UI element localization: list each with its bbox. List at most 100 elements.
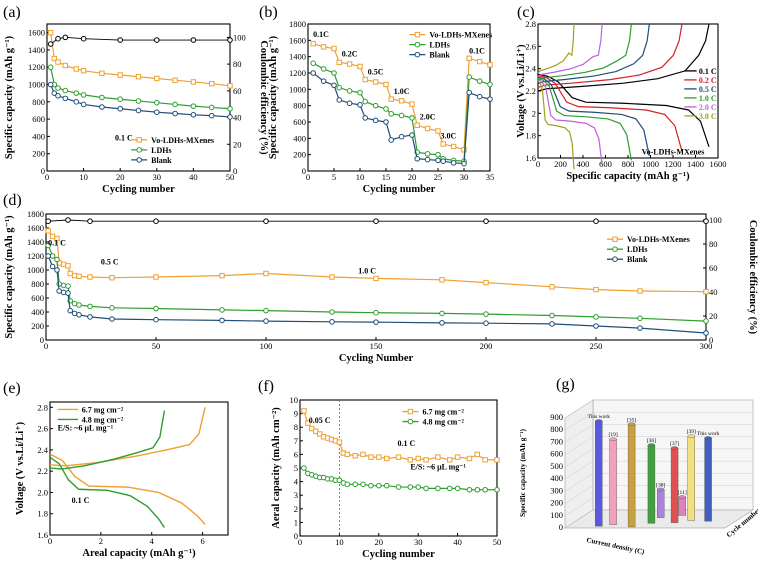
- data-point: [446, 485, 453, 492]
- data-point: [208, 112, 215, 119]
- bar: [609, 439, 617, 526]
- data-point: [409, 115, 415, 121]
- data-point: [45, 253, 52, 259]
- data-point: [483, 218, 489, 224]
- z-tick-label: 0: [559, 522, 563, 532]
- data-point: [47, 29, 54, 36]
- bar: [687, 435, 695, 521]
- gridline: [564, 448, 594, 468]
- legend-entry: Blank: [429, 51, 450, 60]
- data-point: [320, 78, 327, 84]
- data-point: [263, 318, 269, 324]
- x-tick-label: 30: [460, 172, 469, 182]
- x-tick-label: 200: [554, 159, 567, 169]
- data-point: [466, 486, 473, 493]
- data-point: [154, 99, 160, 106]
- data-point: [352, 481, 358, 488]
- data-point: [383, 119, 389, 125]
- data-point: [329, 319, 335, 325]
- gridline: [564, 460, 594, 480]
- data-point: [487, 81, 493, 88]
- data-point: [135, 107, 142, 114]
- data-point: [109, 275, 115, 281]
- data-point: [703, 289, 709, 295]
- x-tick-label: 150: [370, 341, 383, 351]
- y2-tick-label: 60: [709, 263, 718, 273]
- data-point: [263, 307, 269, 314]
- y-tick-label: 200: [31, 321, 44, 331]
- data-point: [383, 81, 389, 88]
- data-point: [346, 100, 353, 107]
- data-point: [336, 97, 343, 103]
- bar: [647, 444, 656, 524]
- data-point: [407, 457, 414, 463]
- gridline: [564, 509, 594, 529]
- x-tick-label: 40: [189, 172, 198, 182]
- annotation: 0.1C: [469, 46, 485, 55]
- charge-curve-4: [537, 23, 603, 78]
- discharge-curve-3: [537, 77, 632, 161]
- data-point: [357, 63, 363, 70]
- data-point: [336, 59, 342, 66]
- gridline: [564, 412, 594, 431]
- data-point: [466, 55, 472, 61]
- x-tick-label: 25: [434, 172, 443, 182]
- x-tick-label: 0: [45, 172, 49, 182]
- data-point: [440, 141, 446, 147]
- y-tick-label: 400: [32, 131, 45, 141]
- legend-entry: 6.7 mg cm⁻²: [82, 405, 124, 414]
- annotation: 0.1 C: [397, 439, 415, 448]
- data-point: [219, 307, 225, 313]
- data-point: [153, 316, 159, 323]
- y2-tick-label: 20: [233, 139, 242, 149]
- panel-letter: (g): [556, 376, 575, 393]
- panel-letter: (e): [3, 380, 21, 397]
- data-point: [466, 455, 473, 462]
- x-tick-label: 1600: [710, 159, 727, 169]
- y-tick-label: 7: [294, 436, 298, 446]
- x-tick-label: 30: [414, 537, 423, 547]
- discharge-curve-0: [537, 73, 710, 148]
- data-point: [336, 477, 343, 484]
- data-point: [190, 111, 197, 118]
- z-tick-label: 800: [550, 424, 563, 434]
- bar-label: [19]: [609, 432, 618, 438]
- data-point: [368, 482, 374, 489]
- bar-label: [11]: [678, 490, 687, 496]
- y2-tick-label: 100: [709, 215, 722, 225]
- data-point: [357, 102, 363, 108]
- y-tick-label: 400: [31, 307, 44, 317]
- x-tick-label: 1000: [642, 159, 659, 169]
- plot-frame: [46, 23, 231, 172]
- legend-marker: [414, 51, 421, 58]
- y-tick-label: 2.8: [525, 19, 536, 29]
- y-tick-label: 1.6: [37, 530, 48, 540]
- data-point: [423, 485, 429, 492]
- series-line-3: [50, 36, 230, 45]
- data-point: [55, 85, 61, 91]
- panel-letter: (c): [517, 4, 535, 21]
- y-tick-label: 2.0: [37, 487, 48, 497]
- y-tick-label: 2.4: [525, 64, 536, 74]
- data-point: [310, 40, 316, 47]
- annotation: 0.1 C: [115, 134, 133, 143]
- x-axis-label: Specific capacity (mAh g⁻¹): [566, 171, 690, 182]
- data-point: [637, 315, 643, 322]
- data-point: [67, 307, 73, 314]
- y-tick-label: 1.8: [525, 131, 536, 141]
- data-point: [454, 485, 461, 492]
- data-point: [494, 486, 500, 493]
- x-tick-label: 50: [226, 172, 235, 182]
- data-point: [482, 457, 488, 463]
- y-axis-label: Specific capacity (mAh g⁻¹): [4, 35, 15, 159]
- y-tick-label: 800: [32, 97, 45, 107]
- x-tick-label: 20: [408, 172, 417, 182]
- data-point: [331, 82, 337, 89]
- gridline: [564, 485, 594, 504]
- bar-label: [36]: [647, 438, 656, 444]
- data-point: [549, 312, 555, 319]
- data-point: [301, 408, 307, 414]
- y2-axis-label: Coulombic efficiency (%): [747, 220, 758, 335]
- y-tick-label: 1000: [28, 80, 45, 90]
